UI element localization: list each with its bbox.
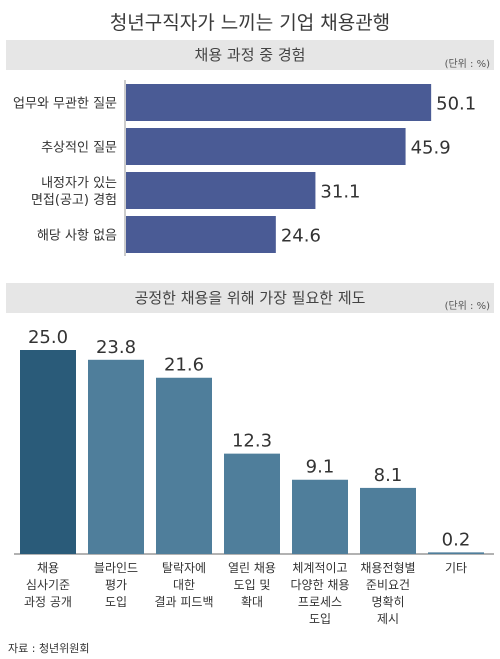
vbar-value-label: 21.6 (164, 355, 204, 376)
vbar-value-label: 23.8 (96, 337, 136, 358)
vbar-category-label: 도입 (105, 595, 127, 609)
vbar-bar (428, 552, 484, 554)
vbar-chart-title: 공정한 채용을 위해 가장 필요한 제도 (6, 283, 494, 313)
vbar-category-label: 블라인드 (94, 561, 138, 575)
vbar-category-label: 탈락자에 (162, 561, 206, 575)
vbar-category-label: 도입 및 (234, 578, 271, 592)
hbar-category-label: 추상적인 질문 (41, 141, 117, 156)
vbar-category-label: 열린 채용 (228, 561, 276, 575)
hbar-category-label: 업무와 무관한 질문 (13, 97, 117, 112)
vbar-category-label: 채용 (37, 561, 59, 575)
hbar-unit-label: (단위 : %) (444, 59, 490, 70)
hbar-category-label: 면접(공고) 경험 (31, 193, 117, 208)
vbar-category-label: 도입 (309, 612, 331, 626)
vbar-value-label: 12.3 (232, 431, 272, 452)
hbar-bar (126, 128, 406, 165)
vbar-bar (292, 479, 348, 554)
vbar-category-label: 심사기준 (26, 578, 70, 592)
hbar-value-label: 50.1 (436, 94, 476, 115)
vbar-category-label: 프로세스 (298, 595, 342, 609)
hbar-category-label: 내정자가 있는 (41, 176, 117, 191)
vbar-category-label: 결과 피드백 (154, 595, 213, 609)
vbar-bar (224, 453, 280, 554)
vbar-category-label: 준비요건 (366, 578, 410, 592)
vbar-bar (360, 487, 416, 554)
vbar-category-label: 다양한 채용 (290, 578, 349, 592)
vbar-value-label: 9.1 (306, 457, 335, 478)
vbar-category-label: 제시 (377, 612, 399, 626)
vbar-value-label: 25.0 (28, 327, 68, 348)
vbar-bar (156, 377, 212, 554)
vbar-bar (20, 350, 76, 554)
hbar-value-label: 24.6 (281, 226, 321, 247)
hbar-value-label: 45.9 (411, 138, 451, 159)
vbar-value-label: 8.1 (374, 465, 403, 486)
hbar-bar (126, 84, 432, 121)
hbar-bar (126, 216, 276, 253)
hbar-value-label: 31.1 (320, 182, 360, 203)
hbar-chart-title: 채용 과정 중 경험 (6, 40, 494, 70)
vbar-category-label: 평가 (105, 578, 127, 592)
vbar-category-label: 체계적이고 (292, 561, 347, 575)
vbar-value-label: 0.2 (442, 529, 471, 550)
page-title: 청년구직자가 느끼는 기업 채용관행 (109, 12, 391, 34)
vbar-category-label: 과정 공개 (24, 595, 72, 609)
vbar-category-label: 채용전형별 (360, 561, 415, 575)
vbar-unit-label: (단위 : %) (444, 301, 490, 312)
vbar-category-label: 명확히 (371, 595, 404, 609)
vbar-category-label: 확대 (241, 595, 263, 609)
hbar-category-label: 해당 사항 없음 (37, 229, 117, 244)
vbar-category-label: 대한 (173, 578, 195, 592)
vbar-category-label: 기타 (445, 561, 467, 575)
vbar-bar (88, 359, 144, 554)
source-note: 자료 : 청년위원회 (8, 642, 90, 655)
hbar-bar (126, 172, 316, 209)
